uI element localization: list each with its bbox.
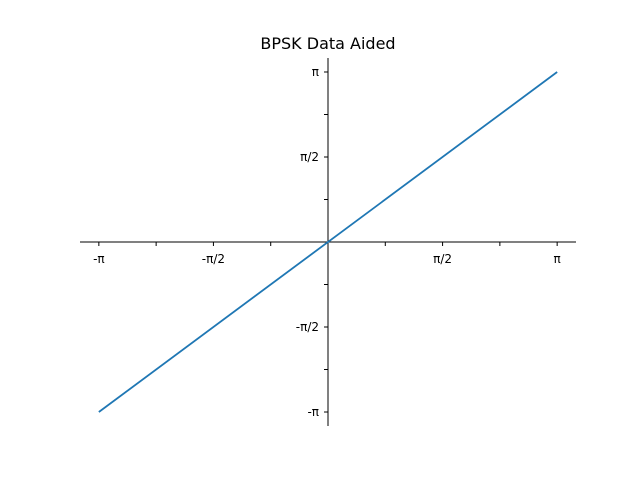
- x-axis-ticks: -π -π/2 π/2 π: [93, 242, 561, 266]
- series-line: [98, 71, 558, 413]
- series-group: [98, 71, 558, 413]
- y-tick-label: -π/2: [296, 320, 319, 334]
- x-tick-label: -π: [93, 252, 105, 266]
- x-tick-label: π/2: [433, 252, 452, 266]
- y-tick-label: π: [312, 65, 319, 79]
- y-axis-ticks: -π -π/2 π/2 π: [296, 65, 328, 419]
- x-tick-label: -π/2: [202, 252, 225, 266]
- chart-title: BPSK Data Aided: [260, 34, 395, 53]
- y-tick-label: -π: [307, 405, 319, 419]
- y-tick-label: π/2: [300, 150, 319, 164]
- x-tick-label: π: [554, 252, 561, 266]
